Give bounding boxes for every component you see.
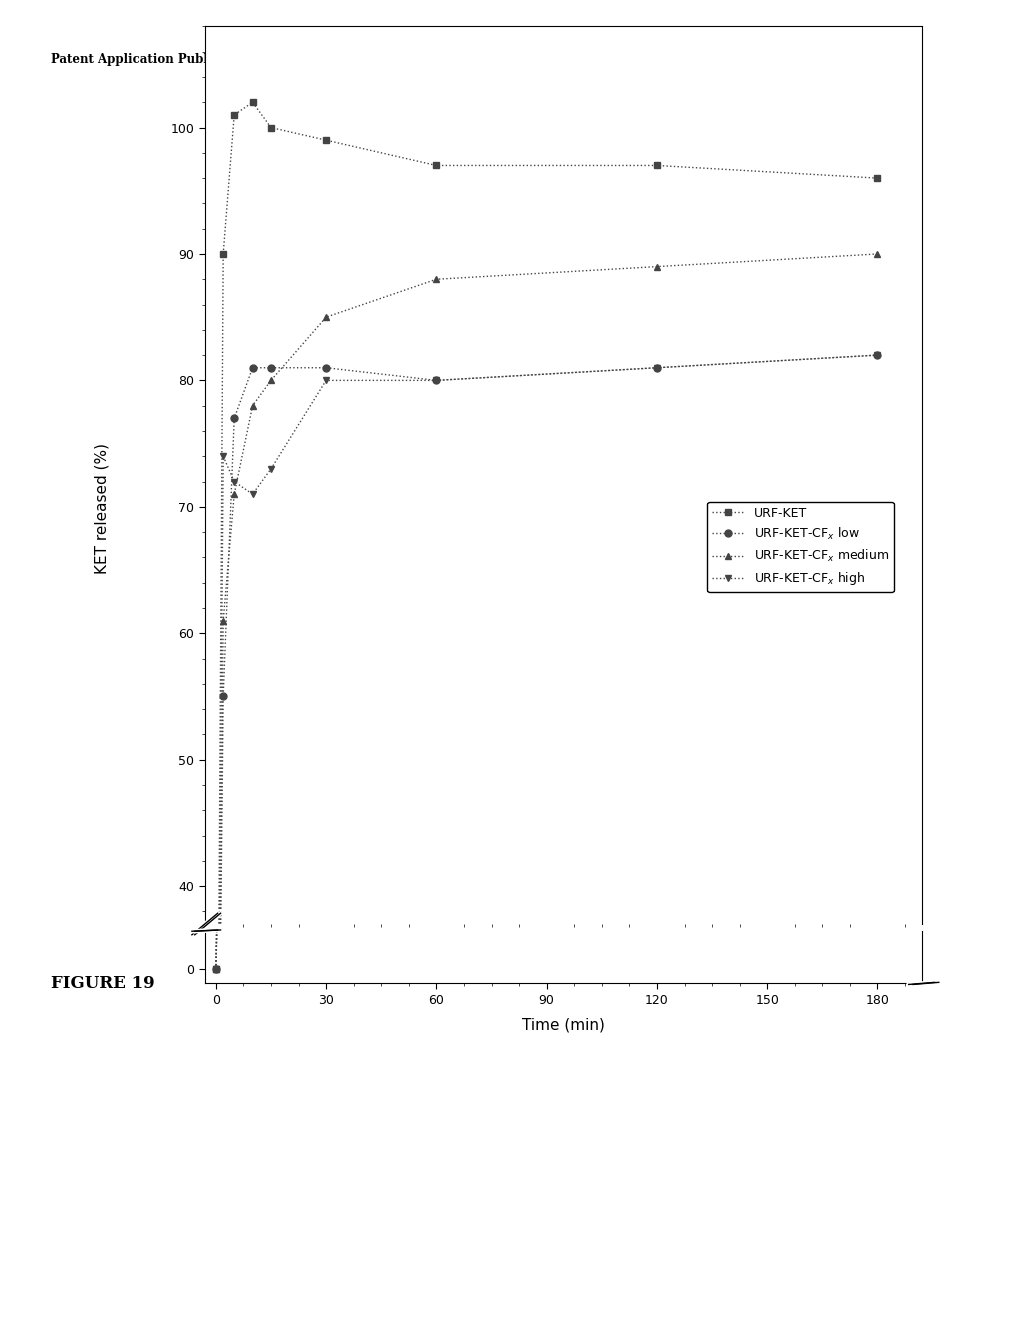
URF-KET-CF$_x$ low <box>265 360 278 376</box>
URF-KET-CF$_x$ medium <box>247 397 259 413</box>
URF-KET-CF$_x$ low <box>871 347 884 363</box>
URF-KET-CF$_x$ high <box>247 486 259 502</box>
URF-KET-CF$_x$ medium <box>430 272 442 288</box>
Line: URF-KET-CF$_x$ high: URF-KET-CF$_x$ high <box>212 351 881 1320</box>
URF-KET-CF$_x$ high <box>265 461 278 477</box>
URF-KET-CF$_x$ medium <box>871 246 884 261</box>
URF-KET <box>228 107 241 123</box>
URF-KET-CF$_x$ low <box>430 372 442 388</box>
URF-KET-CF$_x$ low <box>228 411 241 426</box>
URF-KET <box>871 170 884 186</box>
URF-KET <box>265 120 278 136</box>
URF-KET-CF$_x$ low <box>247 360 259 376</box>
Legend: URF-KET, URF-KET-CF$_x$ low, URF-KET-CF$_x$ medium, URF-KET-CF$_x$ high: URF-KET, URF-KET-CF$_x$ low, URF-KET-CF$… <box>708 502 894 593</box>
URF-KET-CF$_x$ high <box>430 372 442 388</box>
Line: URF-KET-CF$_x$ low: URF-KET-CF$_x$ low <box>212 351 881 1320</box>
URF-KET-CF$_x$ high <box>217 449 229 465</box>
URF-KET-CF$_x$ low <box>651 360 664 376</box>
Text: KET released (%): KET released (%) <box>95 442 110 574</box>
Text: Patent Application Publication    Nov. 25, 2010  Sheet 19 of 24    US 2010/02972: Patent Application Publication Nov. 25, … <box>51 53 618 66</box>
URF-KET <box>651 157 664 173</box>
URF-KET-CF$_x$ low <box>319 360 332 376</box>
URF-KET-CF$_x$ high <box>319 372 332 388</box>
URF-KET <box>217 246 229 261</box>
URF-KET-CF$_x$ medium <box>651 259 664 275</box>
URF-KET-CF$_x$ medium <box>265 372 278 388</box>
Text: FIGURE 19: FIGURE 19 <box>51 975 155 991</box>
URF-KET-CF$_x$ medium <box>319 309 332 325</box>
URF-KET <box>247 94 259 110</box>
Line: URF-KET: URF-KET <box>212 99 881 1320</box>
Line: URF-KET-CF$_x$ medium: URF-KET-CF$_x$ medium <box>212 251 881 1320</box>
URF-KET <box>430 157 442 173</box>
URF-KET <box>319 132 332 148</box>
URF-KET-CF$_x$ medium <box>228 486 241 502</box>
URF-KET-CF$_x$ high <box>228 474 241 490</box>
URF-KET-CF$_x$ high <box>871 347 884 363</box>
URF-KET-CF$_x$ low <box>217 689 229 705</box>
URF-KET-CF$_x$ medium <box>217 612 229 628</box>
X-axis label: Time (min): Time (min) <box>522 1018 604 1034</box>
URF-KET-CF$_x$ high <box>651 360 664 376</box>
